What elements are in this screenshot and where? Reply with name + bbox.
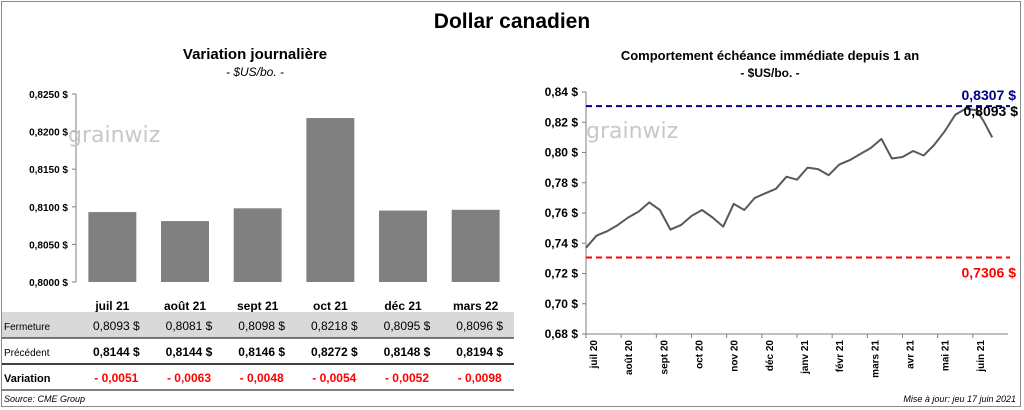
last-value-label: 0,8093 $ — [964, 103, 1019, 119]
watermark: grainwiz — [68, 123, 160, 148]
line-chart-subtitle: - $US/bo. - — [740, 66, 800, 80]
table-row-bg — [2, 364, 514, 390]
bar-chart-title: Variation journalière — [182, 46, 328, 63]
table-cell: - 0,0098 — [458, 371, 502, 385]
bar — [379, 210, 427, 282]
x-tick-label: févr 21 — [835, 340, 846, 373]
x-tick-label: mars 22 — [453, 299, 499, 313]
table-cell: 0,8098 $ — [238, 319, 285, 333]
table-cell: - 0,0051 — [94, 371, 138, 385]
y-tick-label: 0,68 $ — [545, 327, 579, 341]
y-tick-label: 0,78 $ — [545, 176, 579, 190]
y-tick-label: 0,80 $ — [545, 146, 579, 160]
table-row-bg — [2, 312, 514, 338]
y-tick-label: 0,8000 $ — [29, 278, 68, 289]
bar — [306, 118, 355, 282]
bar — [88, 212, 137, 282]
source-note: Source: CME Group — [4, 394, 86, 404]
row-label: Variation — [4, 373, 51, 385]
y-tick-label: 0,8250 $ — [29, 90, 68, 101]
table-cell: - 0,0063 — [167, 371, 211, 385]
x-tick-label: juil 20 — [589, 340, 600, 370]
y-tick-label: 0,8100 $ — [29, 203, 68, 214]
y-tick-label: 0,8150 $ — [29, 165, 68, 176]
x-tick-label: mars 21 — [870, 340, 881, 378]
table-cell: 0,8144 $ — [93, 345, 140, 359]
line-chart-title: Comportement échéance immédiate depuis 1… — [620, 48, 920, 63]
y-tick-label: 0,72 $ — [545, 267, 579, 281]
table-cell: - 0,0054 — [312, 371, 356, 385]
y-tick-label: 0,8050 $ — [29, 240, 68, 251]
bar-chart-subtitle: - $US/bo. - — [225, 65, 285, 79]
x-tick-label: nov 20 — [730, 340, 741, 372]
table-cell: 0,8148 $ — [384, 345, 431, 359]
table-cell: 0,8272 $ — [311, 345, 358, 359]
y-tick-label: 0,84 $ — [545, 85, 579, 99]
bar — [233, 208, 282, 282]
y-tick-label: 0,76 $ — [545, 206, 579, 220]
line-chart: 0,68 $ 0,70 $ 0,72 $ 0,74 $ 0,76 $ 0,78 $ 0,80… — [545, 85, 1019, 378]
x-tick-label: mai 21 — [941, 340, 952, 372]
price-line — [585, 107, 994, 249]
x-tick-label: avr 21 — [906, 340, 917, 369]
y-tick-label: 0,74 $ — [545, 236, 579, 250]
reference-label: 0,7306 $ — [962, 264, 1017, 280]
x-tick-label: janv 21 — [800, 340, 811, 375]
bar-chart: 0,8000 $ 0,8050 $ 0,8100 $ 0,8150 $ 0,8200 $… — [29, 90, 500, 313]
reference-label: 0,8307 $ — [962, 87, 1017, 103]
table-cell: 0,8096 $ — [456, 319, 503, 333]
table-cell: 0,8218 $ — [311, 319, 358, 333]
table-cell: 0,8146 $ — [238, 345, 285, 359]
x-tick-label: oct 21 — [313, 299, 348, 313]
watermark: grainwiz — [586, 119, 678, 144]
table-cell: - 0,0052 — [385, 371, 429, 385]
x-tick-label: sept 21 — [237, 299, 279, 313]
bar — [451, 209, 500, 282]
row-label: Précédent — [4, 348, 50, 359]
page-title: Dollar canadien — [433, 10, 591, 33]
table-cell: 0,8194 $ — [456, 345, 503, 359]
row-label: Fermeture — [4, 322, 51, 333]
table-row-bg — [2, 338, 514, 364]
x-tick-label: déc 21 — [384, 299, 422, 313]
x-tick-label: oct 20 — [695, 340, 706, 369]
table-cell: 0,8093 $ — [93, 319, 140, 333]
y-tick-label: 0,82 $ — [545, 115, 579, 129]
bar — [161, 221, 209, 282]
x-tick-label: déc 20 — [765, 340, 776, 372]
x-tick-label: juil 21 — [94, 299, 129, 313]
x-tick-label: sept 20 — [659, 340, 670, 375]
x-tick-label: août 21 — [164, 299, 206, 313]
table-cell: 0,8144 $ — [166, 345, 213, 359]
table-cell: - 0,0048 — [240, 371, 284, 385]
data-table: Fermeture 0,8093 $ 0,8081 $ 0,8098 $ 0,8218 … — [2, 312, 514, 391]
y-tick-label: 0,8200 $ — [29, 128, 68, 139]
x-tick-label: août 20 — [624, 340, 635, 375]
y-tick-label: 0,70 $ — [545, 297, 579, 311]
update-note: Mise à jour: jeu 17 juin 2021 — [903, 394, 1016, 404]
x-tick-label: juin 21 — [976, 340, 987, 373]
table-cell: 0,8081 $ — [166, 319, 213, 333]
table-cell: 0,8095 $ — [384, 319, 431, 333]
